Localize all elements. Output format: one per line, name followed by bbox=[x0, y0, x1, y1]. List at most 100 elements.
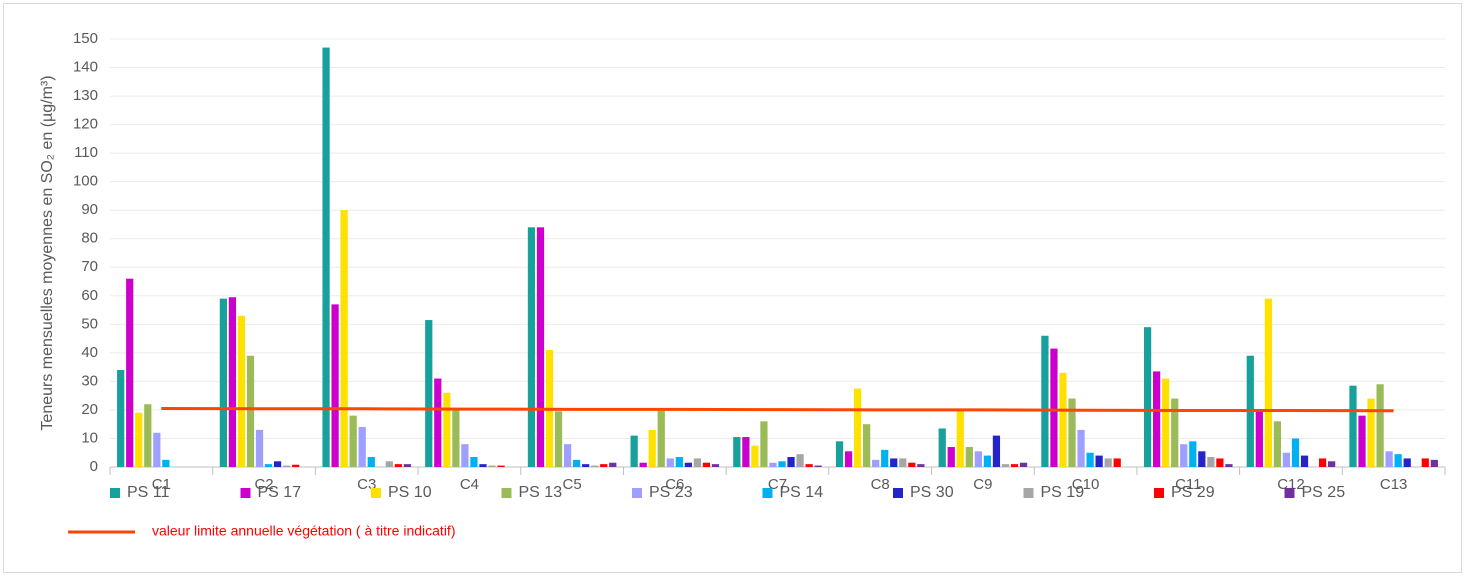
bar bbox=[1198, 451, 1206, 467]
y-tick-label: 30 bbox=[81, 372, 98, 389]
y-tick-label: 70 bbox=[81, 258, 98, 275]
reference-line bbox=[161, 407, 1394, 413]
bar bbox=[947, 447, 955, 467]
bar bbox=[908, 462, 916, 467]
bar bbox=[956, 409, 964, 467]
bar bbox=[1358, 415, 1366, 467]
y-axis-label: Teneurs mensuelles moyennes en SO₂ en (µ… bbox=[39, 75, 56, 430]
bar bbox=[609, 462, 617, 467]
legend-swatch bbox=[762, 488, 773, 498]
legend-label: PS 29 bbox=[1171, 484, 1215, 501]
bar bbox=[322, 47, 330, 468]
bar bbox=[292, 464, 300, 467]
bar bbox=[1050, 348, 1058, 467]
bar bbox=[769, 462, 777, 467]
bar bbox=[536, 227, 545, 467]
bar bbox=[863, 424, 871, 467]
bar bbox=[899, 458, 907, 467]
bar bbox=[563, 444, 572, 467]
bar bbox=[385, 461, 393, 467]
y-tick-label: 100 bbox=[73, 173, 98, 190]
legend-label: PS 14 bbox=[780, 484, 824, 501]
bar bbox=[648, 429, 656, 467]
bar bbox=[693, 458, 702, 467]
bar bbox=[1367, 398, 1375, 467]
bar bbox=[760, 421, 768, 467]
bar bbox=[117, 369, 125, 467]
bar bbox=[367, 457, 375, 467]
bar bbox=[1264, 298, 1272, 467]
bar bbox=[135, 412, 143, 467]
y-tick-label: 110 bbox=[74, 144, 98, 161]
bar bbox=[228, 297, 237, 467]
bar bbox=[872, 459, 880, 467]
bar bbox=[1291, 438, 1300, 467]
bar bbox=[1273, 421, 1282, 467]
legend-label: PS 13 bbox=[519, 484, 563, 501]
bar bbox=[1010, 464, 1019, 467]
x-tick-label: C8 bbox=[871, 476, 890, 493]
legend-swatch bbox=[1284, 488, 1295, 498]
bar bbox=[1318, 458, 1327, 467]
bar bbox=[890, 458, 898, 467]
bar bbox=[1189, 441, 1197, 467]
legend-swatch bbox=[501, 488, 512, 498]
bar bbox=[1216, 458, 1224, 467]
chart-frame bbox=[3, 3, 1462, 573]
bar bbox=[1162, 378, 1170, 467]
bar bbox=[237, 315, 246, 467]
bar bbox=[881, 449, 889, 467]
bar bbox=[452, 409, 460, 467]
bar bbox=[246, 355, 255, 467]
bar bbox=[1086, 452, 1094, 467]
legend-label: PS 11 bbox=[127, 484, 170, 501]
bar bbox=[470, 457, 478, 467]
bar bbox=[992, 435, 1001, 467]
y-tick-label: 80 bbox=[81, 230, 98, 247]
x-tick-label: C9 bbox=[973, 476, 992, 493]
bar bbox=[283, 465, 291, 467]
bar bbox=[443, 392, 451, 467]
x-tick-label: C6 bbox=[665, 476, 684, 493]
bar bbox=[425, 320, 433, 467]
bar bbox=[255, 429, 264, 467]
bar bbox=[666, 458, 674, 467]
bar bbox=[742, 437, 750, 467]
bar bbox=[1300, 455, 1309, 467]
legend-label: PS 17 bbox=[258, 484, 302, 501]
bar bbox=[497, 465, 505, 467]
bar bbox=[684, 462, 692, 467]
bar bbox=[264, 464, 273, 467]
bar bbox=[600, 464, 608, 467]
y-tick-label: 50 bbox=[81, 315, 98, 332]
bar bbox=[835, 441, 844, 467]
x-tick-label: C13 bbox=[1380, 476, 1408, 493]
bar bbox=[675, 457, 683, 467]
legend-swatch bbox=[240, 488, 251, 498]
bar bbox=[488, 465, 496, 467]
bar bbox=[1349, 385, 1357, 467]
y-tick-label: 150 bbox=[73, 30, 98, 47]
y-tick-label: 130 bbox=[73, 87, 98, 104]
bar bbox=[1403, 458, 1411, 467]
bar bbox=[358, 427, 366, 467]
bar bbox=[814, 465, 822, 467]
bar bbox=[126, 278, 134, 467]
y-tick-label: 20 bbox=[81, 401, 98, 418]
bar bbox=[1171, 398, 1179, 467]
bar bbox=[582, 464, 590, 467]
x-tick-label: C1 bbox=[152, 476, 171, 493]
bar bbox=[349, 415, 357, 467]
x-tick-label: C11 bbox=[1175, 476, 1201, 493]
bar bbox=[1104, 458, 1112, 467]
bar bbox=[273, 461, 282, 467]
bar bbox=[711, 464, 720, 467]
x-tick-label: C12 bbox=[1277, 476, 1305, 493]
bar bbox=[554, 411, 563, 467]
legend-label: PS 10 bbox=[388, 484, 432, 501]
bar bbox=[1001, 464, 1010, 467]
bar bbox=[702, 462, 711, 467]
bar bbox=[573, 459, 581, 467]
bar bbox=[965, 447, 973, 467]
bar bbox=[1153, 371, 1161, 467]
